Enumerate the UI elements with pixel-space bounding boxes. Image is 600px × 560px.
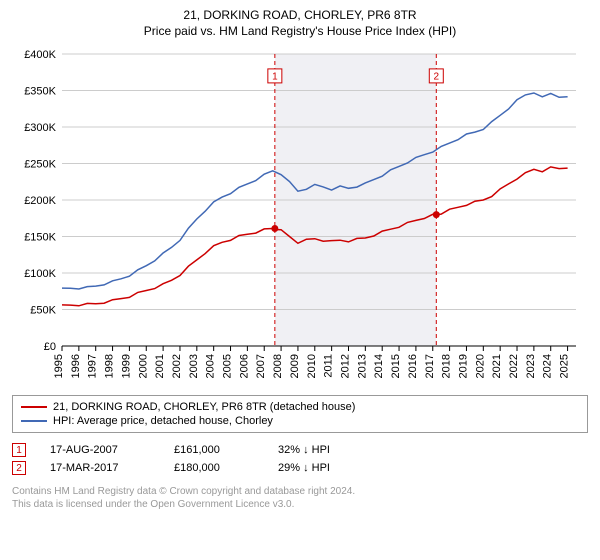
svg-text:2001: 2001	[154, 354, 166, 378]
svg-text:2018: 2018	[441, 354, 453, 378]
legend-swatch	[21, 406, 47, 408]
line-chart: £0 £50K £100K £150K £200K £250K £300K £350K £400…	[12, 44, 588, 384]
svg-text:2014: 2014	[373, 354, 385, 378]
svg-text:1996: 1996	[70, 354, 82, 378]
footer-line-1: Contains HM Land Registry data © Crown c…	[12, 485, 588, 498]
transactions-table: 1 17-AUG-2007 £161,000 32% ↓ HPI 2 17-MAR-201…	[12, 441, 588, 477]
svg-text:2023: 2023	[525, 354, 537, 378]
svg-text:1997: 1997	[87, 354, 99, 378]
legend-swatch	[21, 420, 47, 422]
svg-text:2016: 2016	[407, 354, 419, 378]
legend-item: 21, DORKING ROAD, CHORLEY, PR6 8TR (deta…	[21, 400, 579, 414]
svg-text:£200K: £200K	[24, 195, 56, 207]
svg-text:2017: 2017	[424, 354, 436, 378]
transaction-row: 1 17-AUG-2007 £161,000 32% ↓ HPI	[12, 441, 588, 459]
footer-attribution: Contains HM Land Registry data © Crown c…	[12, 485, 588, 511]
svg-text:£150K: £150K	[24, 232, 56, 244]
legend-item: HPI: Average price, detached house, Chor…	[21, 414, 579, 428]
svg-text:2006: 2006	[238, 354, 250, 378]
svg-text:2003: 2003	[188, 354, 200, 378]
svg-text:2022: 2022	[508, 354, 520, 378]
svg-text:1999: 1999	[120, 354, 132, 378]
svg-text:2025: 2025	[559, 354, 571, 378]
svg-text:2: 2	[434, 71, 440, 82]
svg-text:2007: 2007	[255, 354, 267, 378]
svg-text:1: 1	[272, 71, 278, 82]
chart-plot-area: £0 £50K £100K £150K £200K £250K £300K £350K £400…	[12, 44, 588, 389]
svg-text:2002: 2002	[171, 354, 183, 378]
svg-text:2015: 2015	[390, 354, 402, 378]
transaction-delta: 29% ↓ HPI	[278, 462, 330, 474]
svg-text:2012: 2012	[339, 354, 351, 378]
svg-text:2008: 2008	[272, 354, 284, 378]
legend-label: HPI: Average price, detached house, Chor…	[53, 415, 273, 427]
legend-box: 21, DORKING ROAD, CHORLEY, PR6 8TR (deta…	[12, 395, 588, 433]
svg-text:2021: 2021	[491, 354, 503, 378]
chart-subtitle: Price paid vs. HM Land Registry's House …	[12, 24, 588, 38]
svg-text:2000: 2000	[137, 354, 149, 378]
footer-line-2: This data is licensed under the Open Gov…	[12, 498, 588, 511]
svg-text:2010: 2010	[306, 354, 318, 378]
transaction-date: 17-AUG-2007	[50, 444, 150, 456]
svg-text:1995: 1995	[53, 354, 65, 378]
svg-text:2011: 2011	[323, 354, 335, 378]
transaction-marker: 2	[12, 461, 26, 475]
svg-text:£50K: £50K	[30, 305, 56, 317]
transaction-row: 2 17-MAR-2017 £180,000 29% ↓ HPI	[12, 459, 588, 477]
chart-container: 21, DORKING ROAD, CHORLEY, PR6 8TR Price…	[0, 0, 600, 519]
chart-title: 21, DORKING ROAD, CHORLEY, PR6 8TR	[12, 8, 588, 22]
transaction-marker: 1	[12, 443, 26, 457]
svg-text:£0: £0	[44, 341, 56, 353]
svg-text:2019: 2019	[457, 354, 469, 378]
svg-text:2004: 2004	[205, 354, 217, 378]
svg-text:2013: 2013	[356, 354, 368, 378]
svg-text:£100K: £100K	[24, 268, 56, 280]
svg-text:1998: 1998	[104, 354, 116, 378]
svg-text:£350K: £350K	[24, 86, 56, 98]
svg-text:2024: 2024	[542, 354, 554, 378]
transaction-price: £180,000	[174, 462, 254, 474]
svg-text:2020: 2020	[474, 354, 486, 378]
transaction-date: 17-MAR-2017	[50, 462, 150, 474]
transaction-delta: 32% ↓ HPI	[278, 444, 330, 456]
svg-text:£400K: £400K	[24, 49, 56, 61]
svg-text:2005: 2005	[222, 354, 234, 378]
transaction-price: £161,000	[174, 444, 254, 456]
legend-label: 21, DORKING ROAD, CHORLEY, PR6 8TR (deta…	[53, 401, 355, 413]
svg-text:£300K: £300K	[24, 122, 56, 134]
svg-text:£250K: £250K	[24, 159, 56, 171]
svg-text:2009: 2009	[289, 354, 301, 378]
